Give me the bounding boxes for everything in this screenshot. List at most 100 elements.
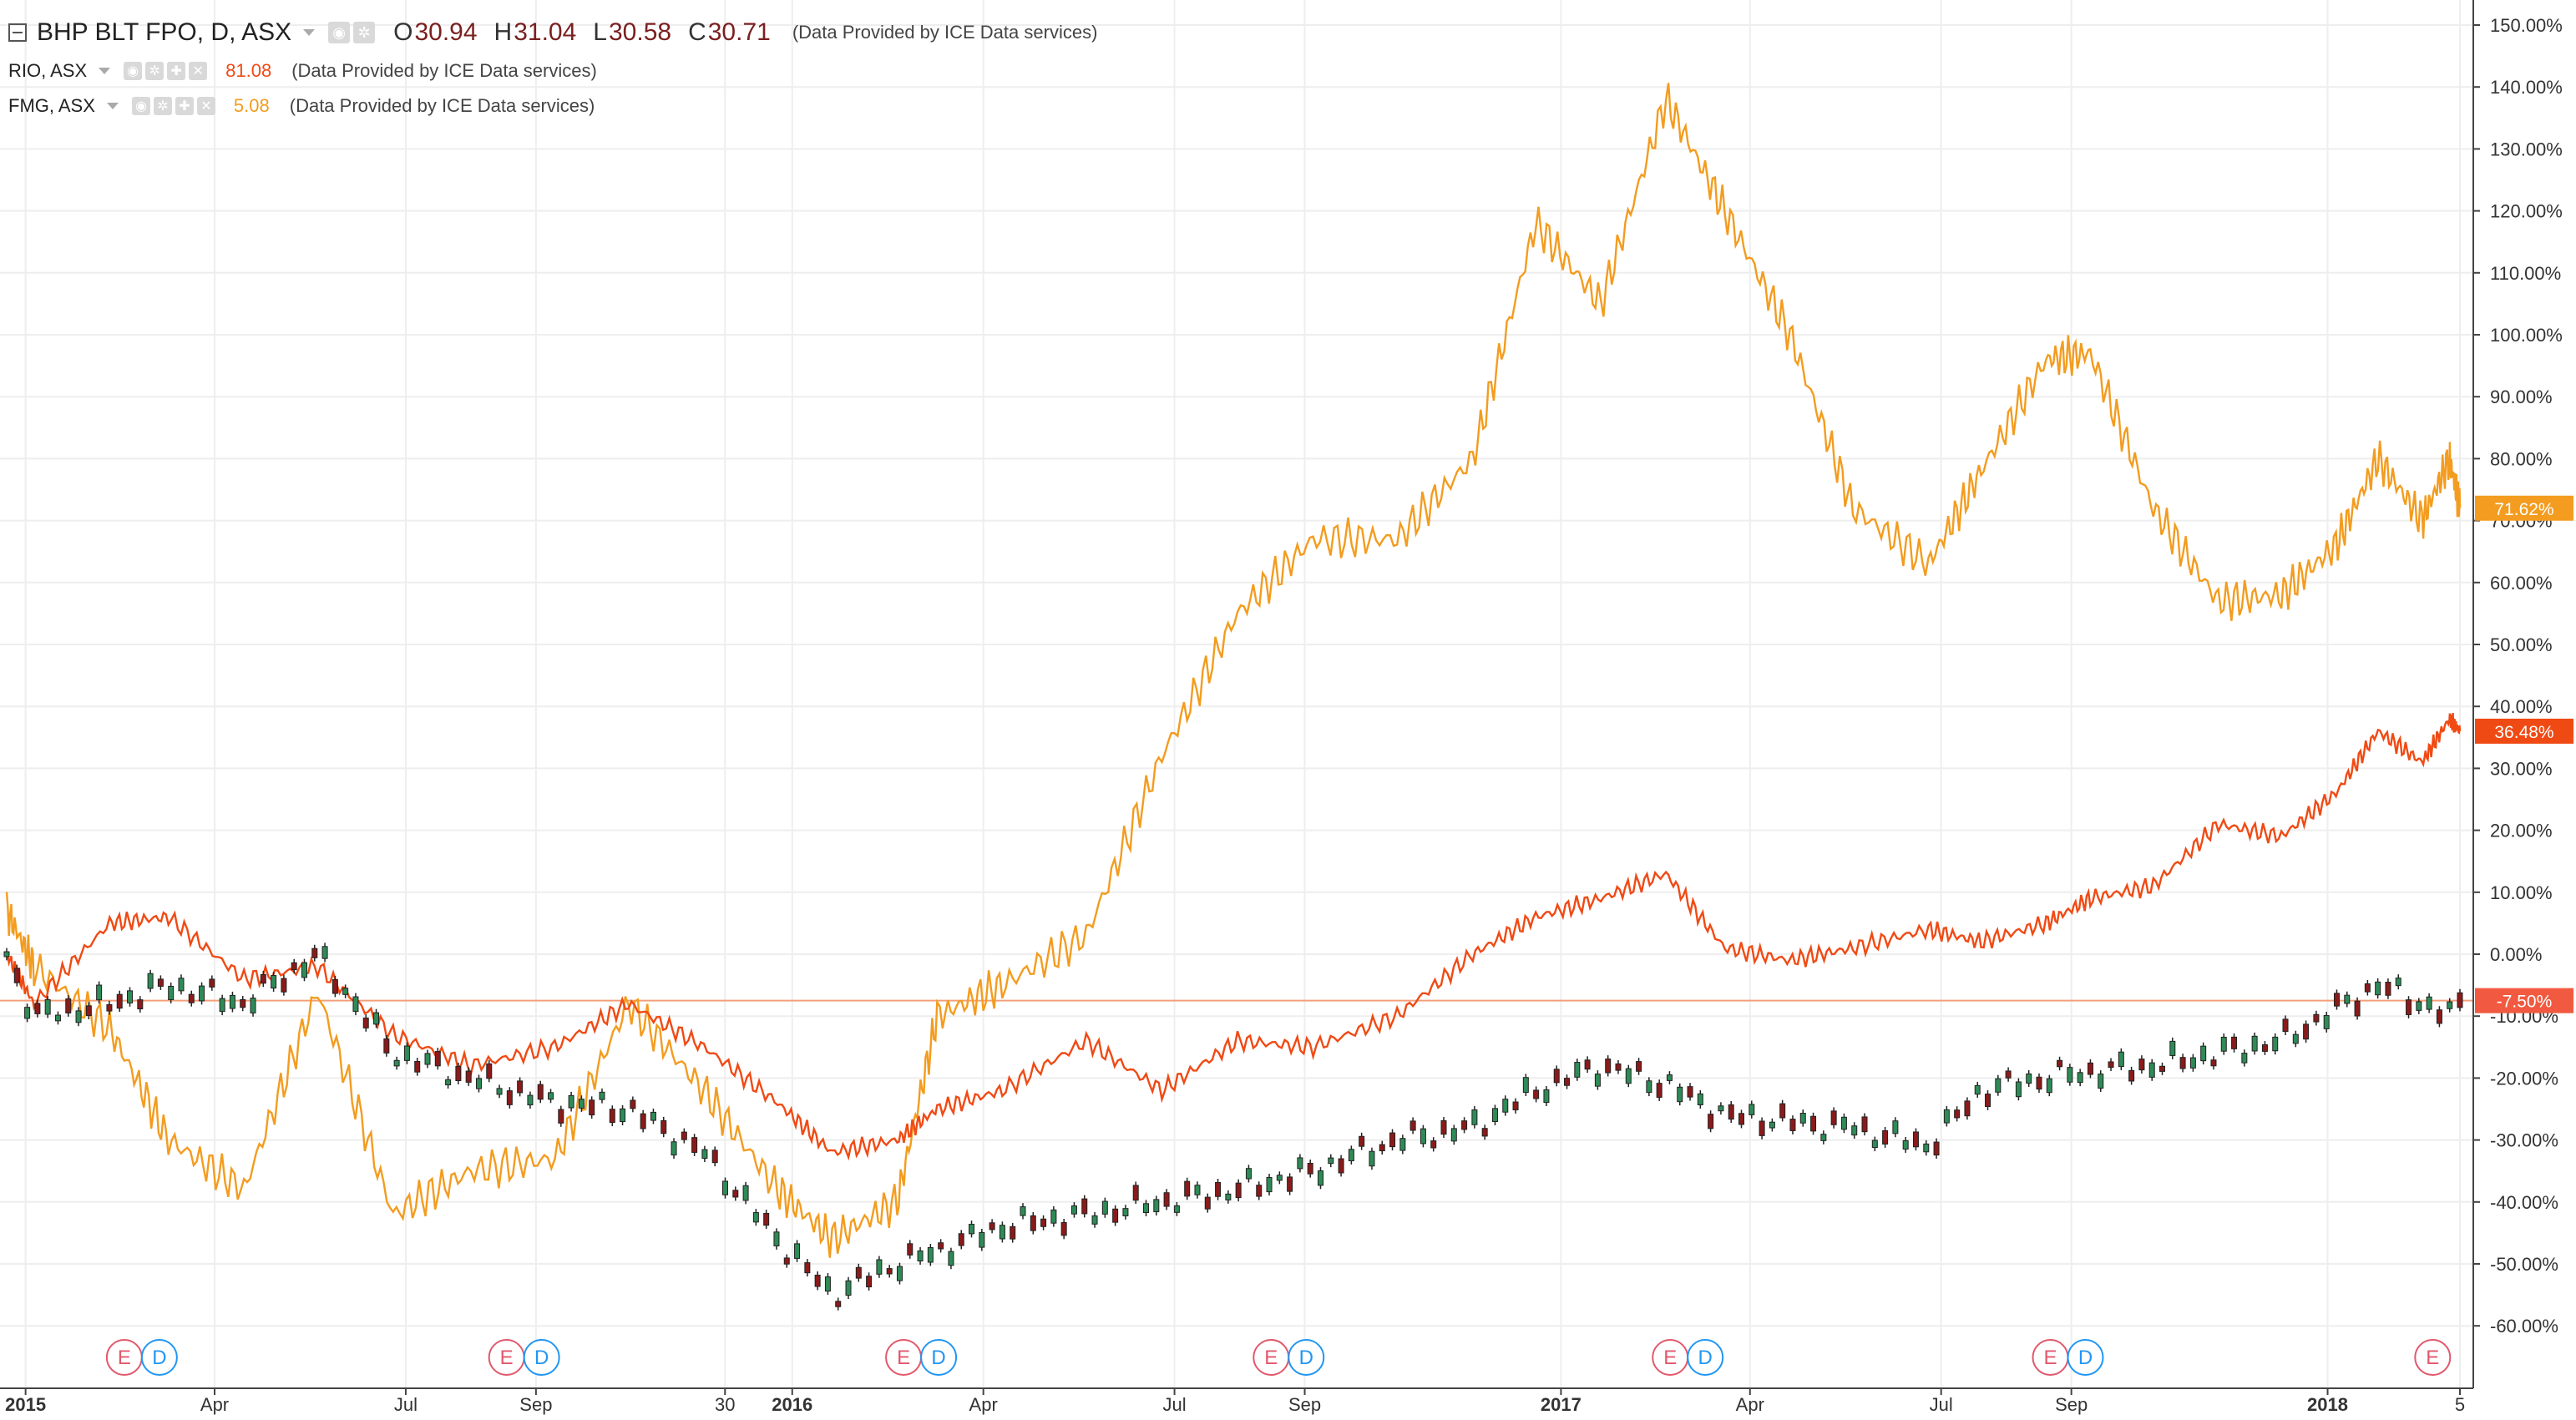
chevron-down-icon[interactable] <box>106 103 119 109</box>
candle-body <box>630 1099 636 1109</box>
time-axis[interactable]: 2015 Apr Jul Sep 30 2016 Apr Jul Sep 2017 Apr Jul Se… <box>0 1387 2473 1415</box>
dividend-marker-label: D <box>534 1347 549 1369</box>
price-tick-label: 140.00% <box>2490 77 2563 98</box>
eye-icon[interactable]: ◉ <box>131 97 150 115</box>
candle-body <box>2354 1000 2361 1017</box>
price-tick-label: 110.00% <box>2490 263 2561 284</box>
low-value: 30.58 <box>608 18 672 46</box>
candle-body <box>732 1190 739 1198</box>
candle-body <box>866 1276 873 1288</box>
rio-symbol[interactable]: RIO, ASX <box>8 60 88 81</box>
earnings-marker-label: E <box>897 1347 910 1369</box>
candle-body <box>1143 1203 1150 1214</box>
candle-body <box>1153 1199 1160 1213</box>
candle-body <box>1861 1116 1868 1133</box>
candle-body <box>403 1045 410 1061</box>
chevron-down-icon[interactable] <box>99 68 111 74</box>
close-icon[interactable]: ✕ <box>196 97 215 115</box>
chevron-down-icon[interactable] <box>303 29 316 36</box>
candle-body <box>1954 1109 1961 1119</box>
price-tick-label: -50.00% <box>2490 1254 2558 1275</box>
candle-body <box>1204 1196 1211 1210</box>
plus-icon[interactable]: ✚ <box>175 97 194 115</box>
candle-body <box>2098 1074 2104 1089</box>
open-label: O <box>393 18 413 46</box>
time-tick-label: Apr <box>200 1394 229 1415</box>
candle-body <box>1317 1170 1323 1186</box>
candle-body <box>13 968 20 983</box>
plus-icon[interactable]: ✚ <box>167 62 186 80</box>
last-value-text: 71.62% <box>2494 500 2553 519</box>
price-tick-label: 30.00% <box>2490 758 2553 779</box>
candle-body <box>1912 1131 1919 1148</box>
candle-body <box>1430 1140 1437 1149</box>
candle-body <box>34 1003 41 1014</box>
candle-body <box>1020 1206 1026 1216</box>
candle-body <box>845 1280 852 1296</box>
fmg-legend[interactable]: FMG, ASX ◉ ✲ ✚ ✕ 5.08 (Data Provided by … <box>8 95 595 117</box>
candle-body <box>2087 1062 2093 1075</box>
candle-body <box>1348 1149 1354 1161</box>
candle-body <box>927 1246 934 1263</box>
gear-icon[interactable]: ✲ <box>353 22 376 43</box>
candle-body <box>2406 999 2412 1015</box>
main-symbol[interactable]: BHP BLT FPO, D, ASX <box>37 18 292 46</box>
candle-body <box>1050 1209 1057 1224</box>
candle-body <box>691 1137 698 1153</box>
eye-icon[interactable]: ◉ <box>124 62 143 80</box>
candle-body <box>1584 1059 1591 1070</box>
candle-body <box>1081 1198 1088 1215</box>
candle-body <box>1985 1094 1991 1107</box>
dividend-marker <box>140 1339 178 1376</box>
candle-body <box>2159 1065 2166 1072</box>
candle-body <box>2026 1073 2032 1084</box>
candle-body <box>722 1180 729 1195</box>
candle-body <box>311 948 318 958</box>
candle-body <box>1379 1144 1385 1152</box>
time-tick-label: Sep <box>1288 1394 1321 1415</box>
candle-body <box>229 994 235 1009</box>
rio-value: 81.08 <box>225 60 272 81</box>
gear-icon[interactable]: ✲ <box>153 97 172 115</box>
candle-body <box>2046 1078 2052 1094</box>
provider-note: (Data Provided by ICE Data services) <box>289 95 595 116</box>
price-tick-label: 90.00% <box>2490 387 2553 407</box>
time-tick-label: Apr <box>969 1394 998 1415</box>
candle-body <box>1892 1120 1899 1134</box>
gear-icon[interactable]: ✲ <box>145 62 164 80</box>
candle-body <box>989 1222 995 1230</box>
candle-body <box>1235 1182 1242 1199</box>
candle-body <box>1923 1143 1930 1153</box>
price-tick-label: -60.00% <box>2490 1316 2558 1337</box>
candle-body <box>137 999 144 1010</box>
candle-body <box>1245 1168 1252 1180</box>
candle-body <box>2436 1009 2442 1024</box>
candle-body <box>1101 1200 1108 1215</box>
candle-body <box>855 1266 862 1279</box>
close-icon[interactable]: ✕ <box>189 62 208 80</box>
candle-body <box>65 998 72 1013</box>
eye-icon[interactable]: ◉ <box>328 22 351 43</box>
price-tick-label: 150.00% <box>2490 15 2563 36</box>
candle-body <box>2447 1001 2453 1009</box>
candle-body <box>1173 1205 1180 1213</box>
price-tick-label: 80.00% <box>2490 448 2553 469</box>
candle-body <box>321 946 328 959</box>
price-axis[interactable]: 150.00% 140.00% 130.00% 120.00% 110.00% 100.0… <box>2472 0 2563 1388</box>
candle-body <box>1184 1180 1191 1197</box>
candle-body <box>1512 1101 1519 1110</box>
candle-body <box>1359 1135 1365 1147</box>
candle-body <box>773 1231 780 1246</box>
fmg-symbol[interactable]: FMG, ASX <box>8 95 95 116</box>
candle-body <box>2128 1069 2135 1082</box>
candle-body <box>752 1212 759 1223</box>
candle-body <box>969 1224 975 1235</box>
candle-body <box>599 1091 605 1100</box>
candle-body <box>1574 1062 1581 1078</box>
candle-body <box>291 962 297 971</box>
rio-legend[interactable]: RIO, ASX ◉ ✲ ✚ ✕ 81.08 (Data Provided by… <box>8 60 597 82</box>
collapse-icon[interactable] <box>8 23 27 42</box>
